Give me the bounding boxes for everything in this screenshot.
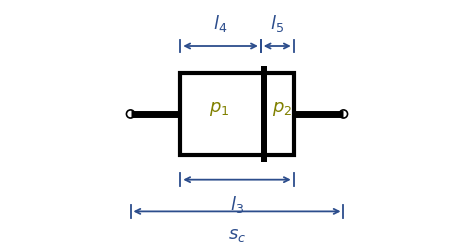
Text: $l_4$: $l_4$ [213,12,228,34]
Text: $l_5$: $l_5$ [270,12,284,34]
Text: $l_3$: $l_3$ [230,194,244,215]
Bar [261,66,267,161]
Text: $p_2$: $p_2$ [272,100,292,118]
Text: $s_c$: $s_c$ [228,226,246,244]
Bar [181,73,293,155]
Text: $p_1$: $p_1$ [209,100,229,118]
